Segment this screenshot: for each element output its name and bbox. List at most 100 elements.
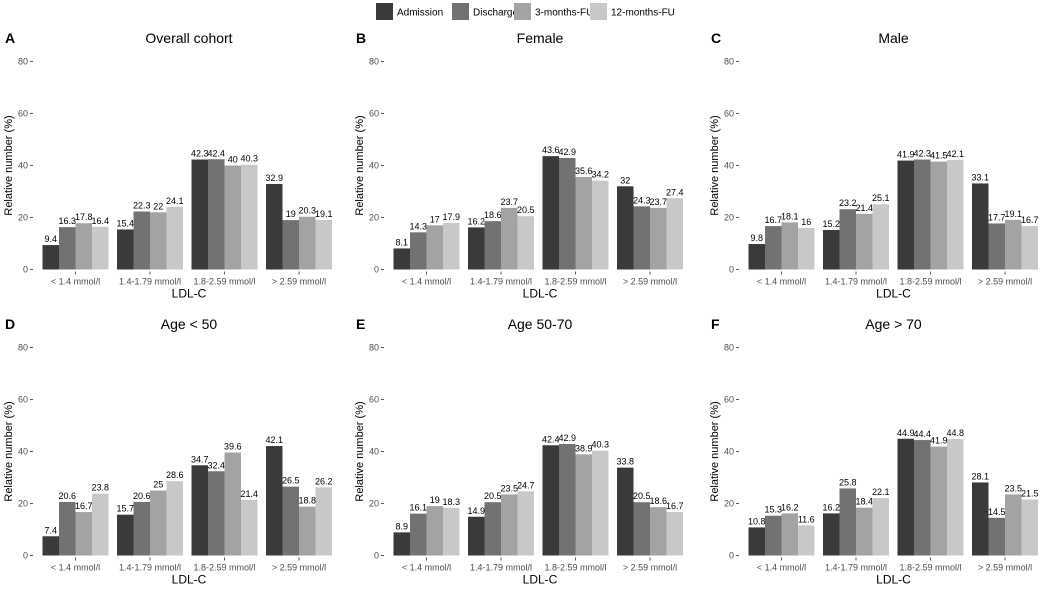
bar-value-label-c-1-4-1-79-mmol-l-admission: 15.2 — [822, 219, 840, 229]
panel-letter-e: E — [356, 316, 365, 332]
bar-d-1-4-1-79-mmol-l-12-months-fu — [166, 481, 183, 556]
x-tick-label-b-2-59-mmol-l: > 2.59 mmol/l — [623, 277, 677, 287]
bar-value-label-b-1-4-mmol-l-12-months-fu: 17.9 — [442, 212, 460, 222]
bar-value-label-d-2-59-mmol-l-discharge: 26.5 — [282, 476, 300, 486]
bar-b-2-59-mmol-l-admission — [617, 186, 634, 270]
y-tick-label-f-40: 40 — [724, 447, 734, 457]
bar-d-1-4-1-79-mmol-l-admission — [117, 514, 134, 556]
bar-f-2-59-mmol-l-3-months-fu — [1005, 494, 1022, 556]
x-tick-label-b-1-4-mmol-l: < 1.4 mmol/l — [402, 277, 451, 287]
x-tick-label-b-1-8-2-59-mmol-l: 1.8-2.59 mmol/l — [544, 277, 606, 287]
bar-d-1-8-2-59-mmol-l-3-months-fu — [224, 452, 241, 556]
x-tick-label-a-1-4-1-79-mmol-l: 1.4-1.79 mmol/l — [119, 277, 181, 287]
bar-value-label-d-1-4-mmol-l-discharge: 20.6 — [58, 491, 76, 501]
bar-value-label-e-1-4-1-79-mmol-l-3-months-fu: 23.5 — [500, 483, 518, 493]
bar-e-1-4-1-79-mmol-l-12-months-fu — [517, 491, 534, 556]
bar-value-label-e-1-4-mmol-l-3-months-fu: 19 — [430, 495, 440, 505]
bar-value-label-c-1-8-2-59-mmol-l-admission: 41.9 — [897, 150, 915, 160]
bar-a-2-59-mmol-l-3-months-fu — [299, 216, 316, 270]
bar-f-1-4-mmol-l-12-months-fu — [798, 525, 815, 556]
bar-value-label-a-1-4-1-79-mmol-l-admission: 15.4 — [116, 218, 134, 228]
y-tick-label-a-0: 0 — [23, 265, 28, 275]
bar-a-2-59-mmol-l-admission — [266, 183, 283, 270]
bar-e-1-4-1-79-mmol-l-admission — [468, 516, 485, 556]
bar-a-1-8-2-59-mmol-l-12-months-fu — [241, 164, 258, 270]
bar-f-1-8-2-59-mmol-l-3-months-fu — [930, 446, 947, 556]
bar-b-1-4-1-79-mmol-l-3-months-fu — [501, 207, 518, 270]
bar-a-2-59-mmol-l-discharge — [282, 220, 299, 270]
bar-d-1-4-mmol-l-discharge — [59, 501, 76, 556]
panel-letter-a: A — [5, 30, 15, 46]
bar-value-label-d-1-4-1-79-mmol-l-discharge: 20.6 — [133, 491, 151, 501]
y-tick-label-e-0: 0 — [374, 551, 379, 561]
x-tick-label-f-1-8-2-59-mmol-l: 1.8-2.59 mmol/l — [899, 563, 961, 573]
x-axis-label-a: LDL-C — [172, 287, 207, 301]
bar-b-2-59-mmol-l-discharge — [633, 206, 650, 270]
bar-value-label-b-1-8-2-59-mmol-l-admission: 43.6 — [542, 145, 560, 155]
panel-e: E Age 50-70 Relative number (%) 0 20 40 60 80 8.… — [354, 316, 684, 587]
bar-a-1-8-2-59-mmol-l-discharge — [208, 159, 225, 270]
x-tick-label-e-2-59-mmol-l: > 2.59 mmol/l — [623, 563, 677, 573]
y-axis-label-f: Relative number (%) — [709, 401, 721, 501]
bar-value-label-f-1-4-1-79-mmol-l-12-months-fu: 22.1 — [872, 487, 890, 497]
bar-value-label-f-1-4-1-79-mmol-l-discharge: 25.8 — [839, 477, 857, 487]
bar-value-label-e-1-4-mmol-l-admission: 8.9 — [395, 521, 408, 531]
y-tick-label-b-40: 40 — [369, 161, 379, 171]
x-tick-label-e-1-4-1-79-mmol-l: 1.4-1.79 mmol/l — [470, 563, 532, 573]
bar-e-1-4-mmol-l-admission — [393, 532, 410, 556]
bar-a-2-59-mmol-l-12-months-fu — [315, 219, 332, 270]
bar-c-1-8-2-59-mmol-l-3-months-fu — [930, 161, 947, 270]
bar-a-1-8-2-59-mmol-l-3-months-fu — [224, 165, 241, 270]
bar-value-label-c-1-4-mmol-l-3-months-fu: 18.1 — [781, 211, 799, 221]
bar-value-label-f-2-59-mmol-l-admission: 28.1 — [971, 471, 989, 481]
bar-c-2-59-mmol-l-admission — [972, 183, 989, 270]
y-tick-label-d-60: 60 — [18, 395, 28, 405]
bar-f-1-8-2-59-mmol-l-admission — [897, 438, 914, 556]
y-tick-label-a-60: 60 — [18, 109, 28, 119]
x-tick-label-d-1-4-1-79-mmol-l: 1.4-1.79 mmol/l — [119, 563, 181, 573]
bar-e-2-59-mmol-l-3-months-fu — [650, 507, 667, 556]
bar-c-1-4-1-79-mmol-l-discharge — [839, 209, 856, 270]
bar-a-1-4-mmol-l-3-months-fu — [75, 223, 92, 270]
bar-c-1-4-mmol-l-3-months-fu — [781, 222, 798, 270]
bar-value-label-e-1-4-1-79-mmol-l-12-months-fu: 24.7 — [517, 480, 535, 490]
x-tick-label-e-1-8-2-59-mmol-l: 1.8-2.59 mmol/l — [544, 563, 606, 573]
bar-f-1-8-2-59-mmol-l-12-months-fu — [947, 439, 964, 556]
y-tick-label-a-40: 40 — [18, 161, 28, 171]
x-tick-label-f-1-4-1-79-mmol-l: 1.4-1.79 mmol/l — [825, 563, 887, 573]
bar-a-1-4-mmol-l-discharge — [59, 227, 76, 270]
bar-value-label-c-2-59-mmol-l-3-months-fu: 19.1 — [1004, 209, 1022, 219]
legend-label-3-months-fu: 3-months-FU — [535, 8, 593, 19]
bar-f-2-59-mmol-l-discharge — [988, 517, 1005, 556]
bar-d-1-8-2-59-mmol-l-discharge — [208, 471, 225, 556]
y-tick-label-d-0: 0 — [23, 551, 28, 561]
x-tick-label-d-1-4-mmol-l: < 1.4 mmol/l — [51, 563, 100, 573]
bar-e-1-8-2-59-mmol-l-discharge — [559, 443, 576, 556]
bar-d-1-4-1-79-mmol-l-3-months-fu — [150, 490, 167, 556]
bar-c-1-4-1-79-mmol-l-12-months-fu — [872, 204, 889, 270]
bar-f-2-59-mmol-l-admission — [972, 482, 989, 556]
bar-b-1-8-2-59-mmol-l-3-months-fu — [575, 176, 592, 270]
bar-b-1-8-2-59-mmol-l-admission — [542, 156, 559, 270]
bar-value-label-e-1-4-1-79-mmol-l-admission: 14.9 — [467, 506, 485, 516]
x-tick-label-a-1-4-mmol-l: < 1.4 mmol/l — [51, 277, 100, 287]
legend-swatch-3-months-fu — [514, 3, 531, 20]
bar-value-label-d-1-8-2-59-mmol-l-3-months-fu: 39.6 — [224, 442, 242, 452]
bar-value-label-c-1-4-1-79-mmol-l-3-months-fu: 21.4 — [855, 203, 873, 213]
bar-value-label-c-1-4-mmol-l-12-months-fu: 16 — [801, 217, 811, 227]
y-tick-label-d-20: 20 — [18, 499, 28, 509]
bar-e-2-59-mmol-l-discharge — [633, 502, 650, 556]
y-tick-label-b-20: 20 — [369, 213, 379, 223]
bar-c-1-8-2-59-mmol-l-admission — [897, 160, 914, 270]
panel-f: F Age > 70 Relative number (%) 0 20 40 60 80 10.… — [709, 316, 1039, 587]
panels: A Overall cohort Relative number (%) 0 20 40 6… — [3, 30, 1039, 587]
bar-f-2-59-mmol-l-12-months-fu — [1021, 499, 1038, 556]
bar-value-label-c-1-4-1-79-mmol-l-discharge: 23.2 — [839, 198, 857, 208]
y-tick-label-f-0: 0 — [729, 551, 734, 561]
bar-value-label-f-1-4-mmol-l-discharge: 15.3 — [764, 505, 782, 515]
bar-c-1-8-2-59-mmol-l-discharge — [914, 159, 931, 270]
bar-value-label-b-1-4-1-79-mmol-l-12-months-fu: 20.5 — [517, 205, 535, 215]
bar-f-1-8-2-59-mmol-l-discharge — [914, 440, 931, 556]
bar-b-1-4-1-79-mmol-l-12-months-fu — [517, 216, 534, 270]
bar-value-label-a-1-4-mmol-l-12-months-fu: 16.4 — [91, 216, 109, 226]
